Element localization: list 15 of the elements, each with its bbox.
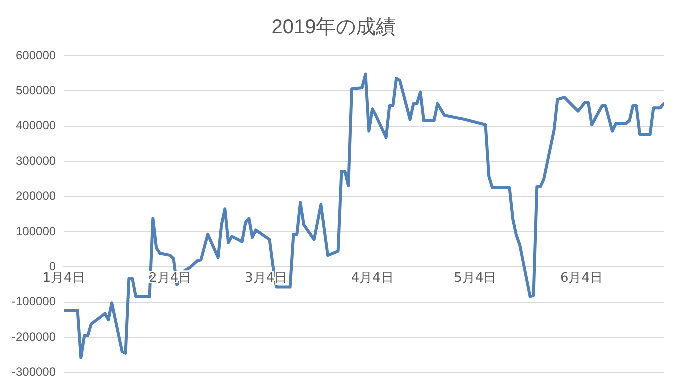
x-tick-label: 3月4日 (245, 271, 288, 286)
x-tick-label: 6月4日 (560, 271, 603, 286)
y-tick-label: 300000 (16, 154, 56, 168)
y-tick-label: -300000 (12, 365, 56, 380)
x-tick-label: 5月4日 (454, 271, 497, 286)
x-tick-label: 1月4日 (42, 271, 86, 286)
y-tick-label: -100000 (12, 294, 56, 309)
y-tick-label: 500000 (16, 84, 56, 98)
y-tick-label: 200000 (16, 189, 56, 204)
y-tick-label: 100000 (16, 224, 56, 238)
chart-title: 2019年の成績 (272, 16, 396, 39)
y-tick-label: 400000 (16, 118, 56, 133)
x-tick-label: 4月4日 (351, 271, 394, 286)
y-tick-label: -200000 (12, 330, 56, 344)
y-tick-label: 600000 (16, 48, 56, 62)
